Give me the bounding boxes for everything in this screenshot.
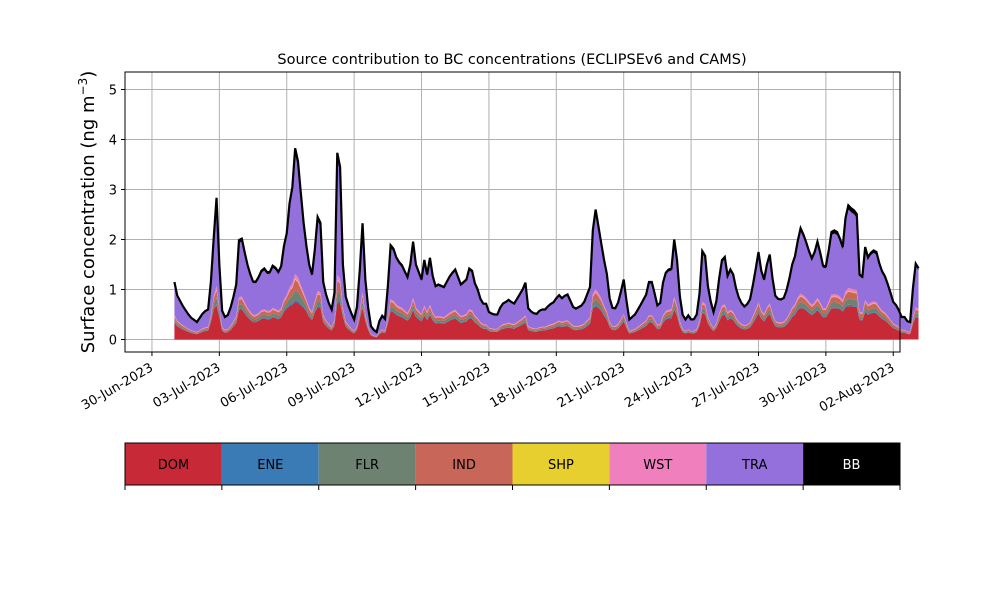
y-tick-label: 4 [109,134,117,149]
x-tick-label: 21-Jul-2023 [555,360,628,411]
stacked-areas [174,148,919,340]
legend-swatch-dom [125,443,222,485]
x-tick-label: 18-Jul-2023 [487,360,560,411]
legend-swatch-ene [221,443,319,485]
legend-swatch-bb [803,443,900,485]
y-tick-label: 3 [109,184,117,199]
legend-label-shp: SHP [548,458,574,473]
area-dom [174,301,919,340]
legend-label-flr: FLR [355,458,379,473]
x-tick-label: 27-Jul-2023 [690,360,763,411]
x-tick-label: 12-Jul-2023 [353,360,426,411]
y-axis-ticks: 0 1 2 3 4 5 [109,84,125,349]
y-tick-label: 0 [109,334,117,349]
x-tick-label: 06-Jul-2023 [218,360,291,411]
legend-label-tra: TRA [741,458,767,473]
x-tick-label: 09-Jul-2023 [285,360,358,411]
color-legend: DOM ENE FLR IND SHP WST TRA BB [124,442,901,490]
total-line [173,148,920,334]
legend-label-ind: IND [452,458,476,473]
x-tick-label: 24-Jul-2023 [622,360,695,411]
legend-swatch-tra [706,443,804,485]
legend-label-wst: WST [643,458,672,473]
plot-frame [124,71,901,353]
legend-swatch-flr [318,443,416,485]
y-tick-label: 2 [109,234,117,249]
legend-label-dom: DOM [158,458,189,473]
area-tra [174,154,919,337]
x-axis-ticks: 30-Jun-202303-Jul-202306-Jul-202309-Jul-… [79,352,897,416]
y-tick-label: 5 [109,84,117,99]
area-ind [174,279,919,337]
legend-swatch-shp [512,443,610,485]
x-tick-label: 03-Jul-2023 [151,360,224,411]
legend-swatch-wst [609,443,707,485]
legend-label-ene: ENE [257,458,283,473]
y-axis-label: Surface concentration (ng m−3) [76,71,99,354]
x-tick-label: 15-Jul-2023 [420,360,493,411]
chart-title: Source contribution to BC concentrations… [277,52,746,68]
x-tick-label: 30-Jun-2023 [79,360,156,413]
x-tick-label: 02-Aug-2023 [817,360,897,415]
legend-label-bb: BB [843,458,861,473]
y-tick-label: 1 [109,284,117,299]
legend-swatch-ind [415,443,513,485]
